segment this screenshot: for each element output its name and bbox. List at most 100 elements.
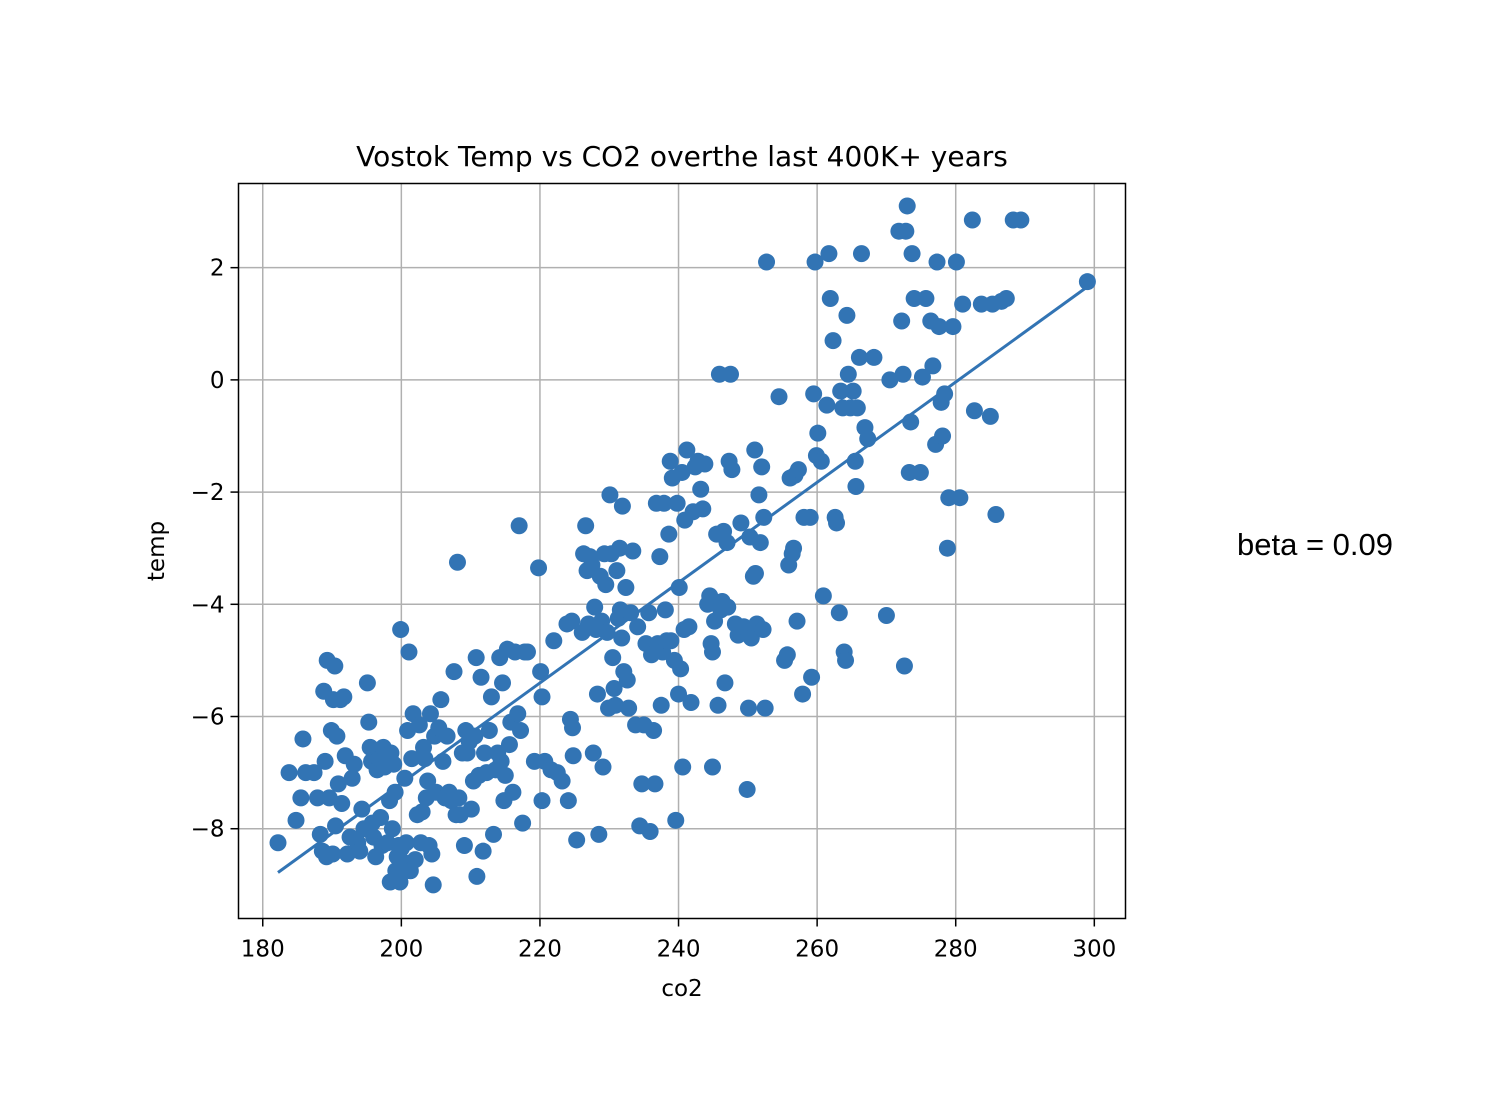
data-point [494, 674, 512, 692]
data-point [564, 719, 582, 737]
data-point [944, 318, 962, 336]
data-point [742, 629, 760, 647]
data-point [895, 657, 913, 675]
data-point [450, 789, 468, 807]
data-point [753, 458, 771, 476]
y-axis-label: temp [144, 521, 170, 581]
regression-line [277, 285, 1089, 874]
data-point [613, 497, 631, 515]
data-point [351, 842, 369, 860]
data-point [480, 722, 498, 740]
data-point [327, 817, 345, 835]
data-point [694, 500, 712, 518]
data-point [703, 758, 721, 776]
data-point [532, 663, 550, 681]
data-point [806, 253, 824, 271]
data-point [917, 290, 935, 308]
data-point [553, 772, 571, 790]
data-point [617, 578, 635, 596]
data-point [472, 668, 490, 686]
data-point [859, 430, 877, 448]
data-point [618, 671, 636, 689]
beta-annotation: beta = 0.09 [1237, 527, 1393, 562]
data-point [850, 348, 868, 366]
data-point [930, 318, 948, 336]
data-point [421, 705, 439, 723]
data-point [670, 685, 688, 703]
data-point [660, 525, 678, 543]
plot-frame [237, 182, 1127, 920]
data-point [723, 461, 741, 479]
data-point [466, 727, 484, 745]
data-point [492, 752, 510, 770]
data-point [722, 365, 740, 383]
data-point [740, 699, 758, 717]
y-tick-label: −8 [191, 817, 225, 843]
data-point [936, 385, 954, 403]
data-point [545, 632, 563, 650]
data-point [947, 253, 965, 271]
data-point [803, 668, 821, 686]
data-point [672, 660, 690, 678]
data-point [597, 576, 615, 594]
data-point [680, 618, 698, 636]
data-point [754, 621, 772, 639]
data-point [670, 578, 688, 596]
data-point [852, 245, 870, 263]
data-point [820, 245, 838, 263]
data-point [1012, 211, 1030, 229]
data-point [328, 727, 346, 745]
data-point [633, 775, 651, 793]
data-point [392, 621, 410, 639]
data-point [814, 587, 832, 605]
data-point [801, 508, 819, 526]
data-point [586, 598, 604, 616]
data-point [839, 365, 857, 383]
data-point [624, 542, 642, 560]
data-point [468, 867, 486, 885]
data-point [333, 794, 351, 812]
data-point [563, 612, 581, 630]
data-point [308, 789, 326, 807]
data-point [391, 873, 409, 891]
y-tick-label: 2 [210, 256, 225, 282]
data-point [805, 385, 823, 403]
data-point [397, 834, 415, 852]
data-point [692, 480, 710, 498]
data-point [913, 368, 931, 386]
data-point [718, 534, 736, 552]
data-point [640, 604, 658, 622]
data-point [651, 548, 669, 566]
data-point [568, 831, 586, 849]
data-point [305, 764, 323, 782]
x-tick-label: 180 [241, 937, 285, 963]
data-point [881, 371, 899, 389]
data-point [746, 564, 764, 582]
data-point [848, 399, 866, 417]
data-point [789, 461, 807, 479]
data-point [838, 306, 856, 324]
data-point [877, 607, 895, 625]
data-point [335, 688, 353, 706]
data-point [893, 312, 911, 330]
data-point [588, 685, 606, 703]
data-point [655, 494, 673, 512]
data-point [981, 407, 999, 425]
grid-lines [238, 183, 1126, 919]
data-point [837, 651, 855, 669]
data-point [485, 825, 503, 843]
x-tick-label: 220 [518, 937, 562, 963]
x-tick-label: 240 [657, 937, 701, 963]
data-point [662, 632, 680, 650]
data-point [905, 290, 923, 308]
data-point [696, 455, 714, 473]
data-point [326, 657, 344, 675]
data-point [824, 332, 842, 350]
data-point [709, 696, 727, 714]
data-point [514, 814, 532, 832]
data-point [746, 441, 764, 459]
data-point [496, 766, 514, 784]
data-point [645, 722, 663, 740]
data-point [613, 629, 631, 647]
